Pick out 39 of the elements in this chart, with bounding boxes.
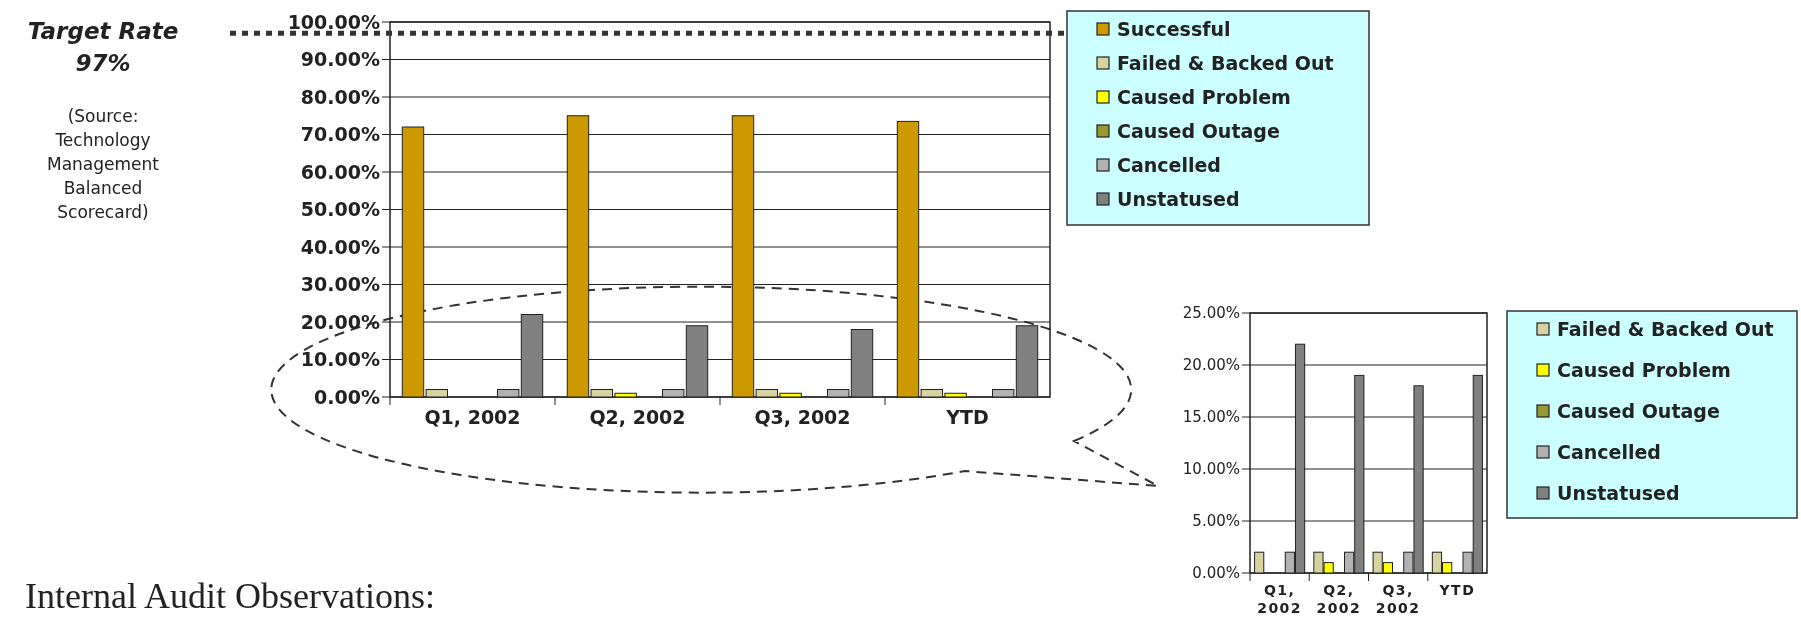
ref-line-label: Target Rate 97% (27, 18, 179, 77)
y-tick-label: 10.00% (1182, 460, 1240, 479)
legend-label: Caused Problem (1117, 85, 1291, 108)
legend-label: Cancelled (1557, 440, 1661, 463)
legend-label: Failed & Backed Out (1117, 51, 1334, 74)
text: Internal Audit Observations: (25, 576, 435, 616)
y-tick-label: 15.00% (1182, 408, 1240, 427)
y-tick-label: 50.00% (300, 198, 380, 221)
y-tick-label: 100.00% (287, 10, 380, 33)
y-tick-label: 0.00% (1192, 564, 1240, 583)
legend-label: Caused Outage (1557, 399, 1720, 422)
x-tick-label: Q1, 2002 (1257, 582, 1303, 616)
legend-label: Caused Problem (1557, 358, 1731, 381)
legend-label: Failed & Backed Out (1557, 317, 1774, 340)
legend-label: Unstatused (1117, 187, 1240, 210)
legend-label: Successful (1117, 17, 1231, 40)
x-tick-label: Q3, 2002 (754, 406, 851, 428)
y-tick-label: 40.00% (300, 235, 380, 258)
x-tick-label: Q2, 2002 (589, 406, 686, 428)
y-tick-label: 20.00% (300, 310, 380, 333)
y-tick-label: 0.00% (314, 385, 380, 408)
y-tick-label: 30.00% (300, 273, 380, 296)
x-tick-label: Q2, 2002 (1316, 582, 1362, 616)
x-tick-label: Q1, 2002 (424, 406, 521, 428)
y-tick-label: 20.00% (1182, 356, 1240, 375)
y-tick-label: 10.00% (300, 348, 380, 371)
y-tick-label: 70.00% (300, 123, 380, 146)
y-tick-label: 80.00% (300, 85, 380, 108)
legend-label: Unstatused (1557, 481, 1680, 504)
y-tick-label: 5.00% (1192, 512, 1240, 531)
legend-label: Caused Outage (1117, 119, 1280, 142)
text: (Source: Technology Management Balanced Scorecard) (47, 106, 160, 222)
x-tick-label: Q3, 2002 (1375, 582, 1421, 616)
y-tick-label: 90.00% (300, 48, 380, 71)
x-tick-label: YTD (945, 406, 989, 428)
x-tick-label: YTD (1438, 582, 1476, 598)
y-tick-label: 60.00% (300, 160, 380, 183)
y-tick-label: 25.00% (1182, 304, 1240, 323)
legend-label: Cancelled (1117, 153, 1221, 176)
